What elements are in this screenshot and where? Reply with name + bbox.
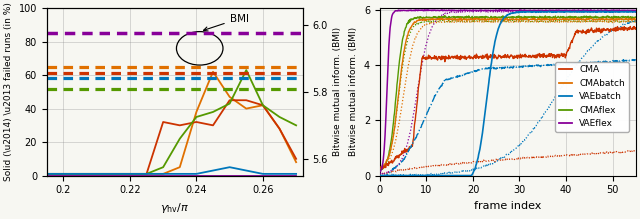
Y-axis label: Bitwise mutual inform. (BMI): Bitwise mutual inform. (BMI) bbox=[333, 27, 342, 156]
Text: BMI: BMI bbox=[204, 14, 248, 31]
X-axis label: frame index: frame index bbox=[474, 201, 541, 211]
Legend: CMA, CMAbatch, VAEbatch, CMAflex, VAEflex: CMA, CMAbatch, VAEbatch, CMAflex, VAEfle… bbox=[555, 62, 628, 132]
Y-axis label: Solid (\u2014) \u2013 failed runs (in %): Solid (\u2014) \u2013 failed runs (in %) bbox=[4, 2, 13, 181]
Y-axis label: Bitwise mutual inform. (BMI): Bitwise mutual inform. (BMI) bbox=[349, 27, 358, 156]
X-axis label: $\gamma_{\mathrm{hv}}/\pi$: $\gamma_{\mathrm{hv}}/\pi$ bbox=[160, 201, 189, 215]
